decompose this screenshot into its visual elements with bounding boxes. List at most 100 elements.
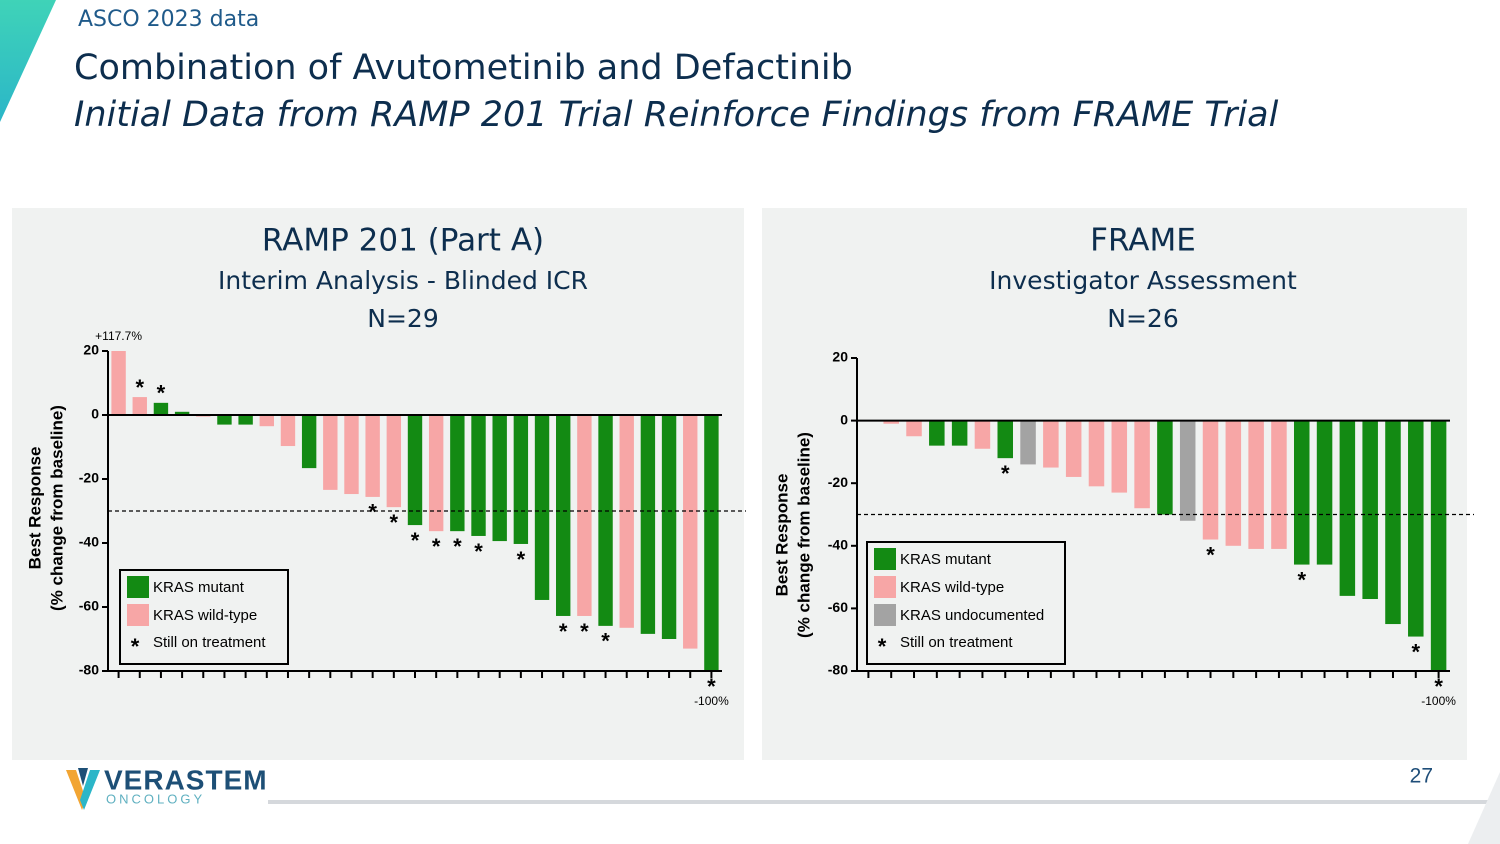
treatment-marker: * [517,547,526,572]
treatment-marker: * [390,510,399,535]
treatment-marker: * [1412,639,1421,664]
y-tick-label: -20 [828,474,848,490]
y-tick-label: 20 [83,342,99,358]
y-tick-label: -80 [79,662,99,678]
y-tick-label: -80 [828,662,848,678]
treatment-marker: * [559,619,568,644]
legend-label: KRAS mutant [153,579,245,596]
treatment-marker: * [368,500,377,525]
bar [997,420,1014,459]
legend-swatch [127,604,149,626]
bar [428,415,444,532]
corner-accent [0,0,56,122]
legend-swatch [127,576,149,598]
logo-mark [78,768,88,786]
value-label: -100% [694,694,729,708]
logo-name: VERASTEM [104,764,268,795]
bar [1271,420,1287,549]
bar [1293,420,1310,565]
legend-label: Still on treatment [900,634,1013,651]
treatment-marker: * [707,674,716,699]
header-subtitle: Initial Data from RAMP 201 Trial Reinfor… [74,95,1279,135]
chart-n: N=29 [367,304,438,333]
legend-swatch [874,548,896,570]
legend-label: KRAS wild-type [153,607,257,624]
y-tick-label: -20 [79,470,99,486]
logo-sub: ONCOLOGY [106,791,205,806]
y-axis-label: (% change from baseline) [47,405,66,611]
y-tick-label: -60 [79,598,99,614]
treatment-marker: * [411,528,420,553]
y-tick-label: 20 [832,349,848,365]
bar [1134,420,1150,509]
bar [1111,420,1128,493]
header-tag: ASCO 2023 data [78,7,259,32]
legend: KRAS mutant KRAS wild-type * Still on treat… [119,569,289,665]
treatment-marker: * [453,534,462,559]
bar [929,420,945,446]
y-tick-label: 0 [840,411,848,427]
bar [1065,420,1082,477]
chart-subtitle: Interim Analysis - Blinded ICR [218,266,588,295]
bar [1020,420,1036,465]
bar [450,415,465,532]
chart: RAMP 201 (Part A) Interim Analysis - Blin… [25,223,746,708]
bar [1408,420,1424,637]
bar [111,351,126,416]
treatment-marker: * [580,619,589,644]
bar [1157,420,1173,515]
bar [1179,420,1196,521]
y-axis-label: Best Response [25,447,44,570]
bar [471,415,486,536]
treatment-marker: * [135,375,144,400]
bar [661,415,677,639]
bar [619,415,634,628]
bar [1225,420,1242,546]
chart-n: N=26 [1107,304,1178,333]
y-axis-label: Best Response [772,474,791,597]
page-number: 27 [1410,765,1433,788]
bar [577,415,592,616]
bar [1339,420,1356,596]
header-title: Combination of Avutometinib and Defactin… [74,48,853,88]
bar [132,397,147,415]
bar [301,415,317,469]
logo: VERASTEM ONCOLOGY [66,764,268,810]
treatment-marker: * [1206,542,1215,567]
bar [534,415,550,600]
legend-label: Still on treatment [153,634,266,651]
chart-subtitle: Investigator Assessment [989,266,1297,295]
y-tick-label: -40 [828,537,848,553]
bar [153,402,169,415]
bar [407,415,423,526]
y-tick-label: -40 [79,534,99,550]
bar [683,415,698,649]
legend-label: KRAS mutant [900,551,992,568]
treatment-marker: * [432,534,441,559]
bar [883,420,899,424]
corner-accent [1468,772,1500,844]
treatment-marker: * [157,381,166,406]
bar [1202,420,1219,540]
legend-label: KRAS undocumented [900,607,1044,624]
legend-symbol: * [131,634,140,659]
treatment-marker: * [1434,674,1443,699]
bar [1316,420,1333,565]
bar [1088,420,1105,487]
legend-box [119,569,289,665]
y-tick-label: -60 [828,599,848,615]
chart: FRAME Investigator Assessment N=26 Best Res… [772,223,1474,708]
y-tick-label: 0 [91,406,99,422]
bar [974,420,991,449]
bar [259,415,274,427]
bar [951,420,968,446]
bar [1248,420,1264,549]
bar [1362,420,1378,600]
bar [492,415,507,542]
value-label: -100% [1421,694,1456,708]
bar [906,420,922,437]
bar [513,415,529,544]
y-axis-label: (% change from baseline) [794,432,813,638]
bar [323,415,338,490]
